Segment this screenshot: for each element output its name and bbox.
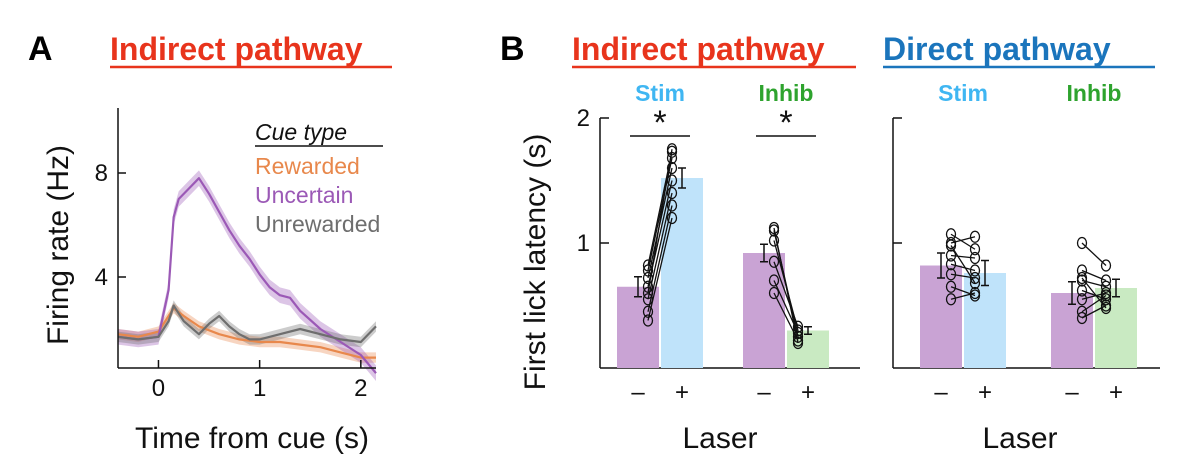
indirect-stim-subject-line [647, 217, 673, 321]
direct-stim-subject-point [969, 271, 981, 285]
direct-inhib-subject-point [1076, 284, 1088, 297]
y-tick-label: 4 [95, 264, 108, 291]
unrewarded-series-line [117, 304, 377, 344]
indirect-stim-subject-point [642, 314, 654, 327]
direct-stim-subject-point [969, 243, 981, 256]
direct-stim-subject-point [945, 258, 957, 271]
indirect-y-tick-label: 1 [577, 230, 590, 257]
indirect-stim-subject-point [642, 271, 654, 285]
indirect-inhib-laser-sign: + [801, 379, 815, 406]
direct-inhib-subject-point [1076, 271, 1088, 285]
direct-inhib-laser-off-bar [1051, 293, 1093, 368]
indirect-inhib-subject-point [768, 224, 780, 237]
direct-inhib-subject-point [1100, 274, 1112, 287]
panel-b-direct-title: Direct pathway [883, 31, 1111, 67]
direct-xlabel: Laser [982, 422, 1057, 455]
panel-a-letter: A [28, 30, 53, 68]
rewarded-series-line [117, 307, 376, 359]
cue-type-legend: Cue type Rewarded Uncertain Unrewarded [255, 119, 383, 237]
direct-inhib-laser-sign: – [1065, 379, 1079, 406]
direct-inhib-label: Inhib [1067, 80, 1122, 106]
firing-rate-plot: 4 8 0 1 2 [95, 108, 377, 402]
direct-inhib-subject-line [1081, 277, 1107, 309]
indirect-stim-subject-point [642, 293, 654, 306]
direct-stim-subject-point [945, 249, 957, 262]
direct-inhib-subject-point [1076, 264, 1088, 277]
legend-uncertain: Uncertain [255, 182, 353, 208]
indirect-inhib-subject-point [768, 286, 780, 300]
legend-rewarded: Rewarded [255, 153, 360, 179]
panel-a-xlabel: Time from cue (s) [135, 422, 369, 455]
indirect-inhib-subject-point [768, 234, 780, 247]
indirect-inhib-laser-sign: – [757, 379, 771, 406]
uncertain-error-band [118, 170, 376, 381]
indirect-stim-laser-sign: – [631, 379, 645, 406]
unrewarded-error-band [118, 300, 376, 348]
direct-stim-subject-point [969, 230, 981, 243]
indirect-inhib-significance-star: * [779, 104, 792, 142]
direct-stim-label: Stim [938, 80, 988, 106]
indirect-stim-subject-point [666, 186, 678, 200]
direct-inhib-subject-point [1100, 259, 1112, 272]
indirect-stim-subject-point [642, 305, 654, 318]
indirect-stim-subject-line [647, 149, 673, 294]
indirect-inhib-subject-line [773, 292, 799, 341]
indirect-inhib-subject-point [768, 255, 780, 268]
panel-b-ylabel: First lick latency (s) [519, 134, 552, 391]
direct-inhib-subject-point [1100, 301, 1112, 315]
direct-stim-subject-point [945, 280, 957, 293]
indirect-latency-plot: 1 2 – + * – + * [577, 104, 860, 406]
direct-stim-subject-point [969, 286, 981, 300]
direct-latency-plot: – + – + [892, 117, 1160, 406]
indirect-stim-significance-star: * [653, 104, 666, 142]
x-tick-label: 2 [354, 375, 367, 402]
indirect-stim-subject-point [666, 211, 678, 225]
direct-stim-subject-line [950, 245, 976, 284]
x-tick-label: 0 [152, 375, 165, 402]
direct-inhib-subject-point [1076, 236, 1088, 250]
uncertain-series-line [117, 177, 377, 374]
direct-stim-subject-point [945, 293, 957, 306]
indirect-stim-subject-point [666, 143, 678, 156]
indirect-xlabel: Laser [682, 422, 757, 455]
indirect-stim-subject-point [642, 286, 654, 300]
direct-inhib-laser-sign: + [1109, 379, 1123, 406]
direct-stim-laser-off-bar [920, 265, 962, 368]
direct-inhib-subject-point [1076, 305, 1088, 318]
indirect-inhib-subject-line [773, 261, 799, 327]
direct-stim-subject-point [945, 239, 957, 252]
direct-stim-subject-point [969, 276, 981, 290]
indirect-stim-subject-point [666, 199, 678, 212]
indirect-inhib-subject-point [792, 330, 804, 343]
indirect-inhib-label: Inhib [759, 80, 814, 106]
direct-inhib-subject-point [1100, 280, 1112, 293]
direct-stim-subject-point [969, 264, 981, 277]
direct-stim-laser-on-bar [964, 273, 1006, 368]
direct-stim-subject-point [969, 251, 981, 265]
indirect-y-tick-label: 2 [577, 105, 590, 132]
indirect-stim-subject-point [666, 161, 678, 175]
panel-b-letter: B [500, 30, 525, 68]
direct-stim-laser-sign: – [934, 379, 948, 406]
indirect-inhib-subject-point [768, 274, 780, 287]
panel-a-title: Indirect pathway [110, 31, 363, 67]
direct-inhib-subject-point [1076, 311, 1088, 325]
indirect-inhib-laser-off-bar [743, 253, 785, 368]
y-tick-label: 8 [95, 160, 108, 187]
direct-stim-laser-sign: + [978, 379, 992, 406]
legend-title: Cue type [255, 119, 347, 145]
x-tick-label: 1 [253, 375, 266, 402]
indirect-stim-label: Stim [635, 80, 685, 106]
indirect-inhib-subject-point [792, 334, 804, 347]
direct-inhib-subject-point [1076, 293, 1088, 306]
panel-b-indirect-title: Indirect pathway [572, 31, 825, 67]
direct-inhib-subject-point [1100, 289, 1112, 302]
indirect-stim-laser-sign: + [675, 379, 689, 406]
panel-a-ylabel: Firing rate (Hz) [42, 145, 75, 345]
legend-unrewarded: Unrewarded [255, 211, 380, 237]
direct-stim-subject-point [945, 268, 957, 281]
